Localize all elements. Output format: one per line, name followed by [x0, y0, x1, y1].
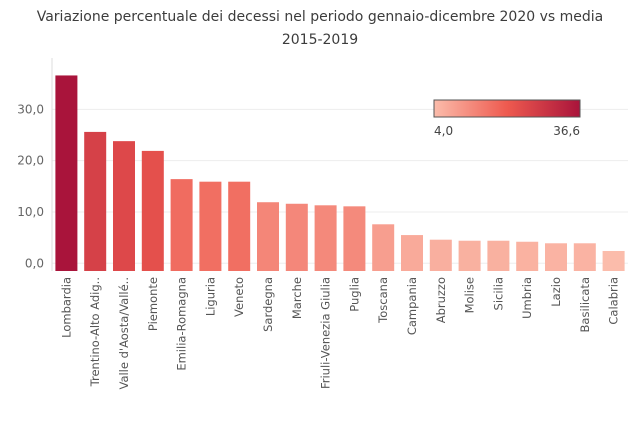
x-tick-label: Umbria: [520, 277, 534, 319]
x-tick-label: Trentino-Alto Adig..: [88, 277, 102, 387]
x-tick-label: Marche: [290, 277, 304, 319]
bar[interactable]: [516, 241, 539, 271]
bar[interactable]: [199, 181, 222, 271]
x-tick-label: Basilicata: [578, 277, 592, 332]
bar[interactable]: [429, 239, 452, 271]
gridlines: [52, 108, 628, 264]
chart-title-line-2: 2015-2019: [281, 32, 359, 48]
bar[interactable]: [401, 235, 423, 271]
chart-title: Variazione percentuale dei decessi nel p…: [0, 6, 640, 52]
x-tick-label: Veneto: [232, 277, 246, 317]
bar[interactable]: [343, 206, 366, 271]
x-tick-label: Lombardia: [59, 277, 73, 338]
bar[interactable]: [113, 141, 135, 271]
x-tick-label: Piemonte: [146, 277, 160, 331]
x-tick-label: Sardegna: [261, 277, 275, 332]
bar[interactable]: [602, 250, 625, 271]
x-tick-label: Calabria: [607, 277, 621, 325]
y-tick-label: 20,0: [17, 154, 44, 168]
bar[interactable]: [257, 202, 279, 271]
y-axis: 0,0 10,0 20,0 30,0: [17, 58, 53, 271]
x-tick-label: Puglia: [347, 277, 361, 312]
x-tick-label: Abruzzo: [434, 277, 448, 323]
bar[interactable]: [285, 203, 308, 271]
chart-title-line-1: Variazione percentuale dei decessi nel p…: [36, 9, 604, 25]
x-tick-label: Sicilia: [491, 277, 505, 310]
bar[interactable]: [170, 179, 193, 271]
bar[interactable]: [487, 240, 510, 271]
bar[interactable]: [314, 205, 337, 271]
bar[interactable]: [141, 150, 164, 271]
bar[interactable]: [573, 243, 596, 271]
y-tick-label: 10,0: [17, 205, 44, 219]
legend-max-label: 36,6: [553, 124, 580, 138]
bar[interactable]: [228, 181, 251, 271]
x-tick-label: Toscana: [376, 277, 390, 324]
bar[interactable]: [84, 131, 107, 271]
x-tick-label: Valle d'Aosta/Vallé..: [117, 277, 131, 390]
bar[interactable]: [55, 75, 78, 272]
x-tick-label: Emilia-Romagna: [175, 277, 189, 371]
legend-min-label: 4,0: [434, 124, 453, 138]
bar[interactable]: [458, 240, 481, 271]
bar[interactable]: [372, 224, 395, 271]
x-tick-label: Molise: [463, 277, 477, 313]
x-tick-label: Lazio: [549, 277, 563, 307]
color-legend: 4,0 36,6: [433, 99, 581, 138]
bar[interactable]: [545, 243, 567, 271]
x-axis: Lombardia Trentino-Alto Adig.. Valle d'Aos…: [59, 277, 620, 390]
y-tick-label: 30,0: [17, 102, 44, 116]
legend-gradient-bar: [433, 99, 581, 118]
x-tick-label: Liguria: [203, 277, 217, 316]
bars: [55, 75, 625, 272]
y-tick-label: 0,0: [25, 256, 44, 270]
x-tick-label: Campania: [405, 277, 419, 335]
x-tick-label: Friuli-Venezia Giulia: [319, 277, 333, 389]
